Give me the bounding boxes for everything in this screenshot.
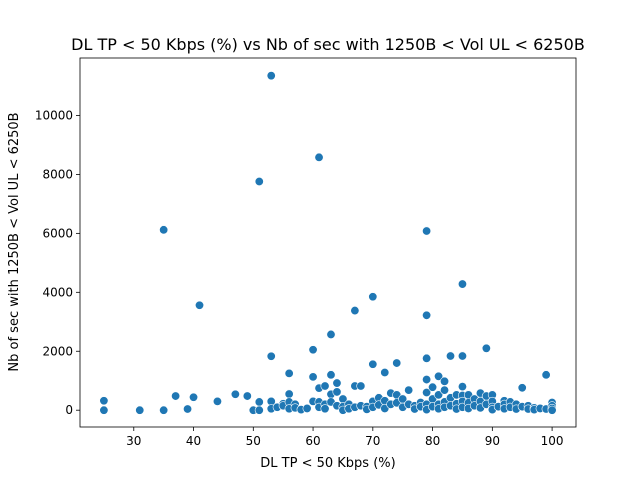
x-axis: 30 40 50 60 70 80 90 100 xyxy=(126,427,564,448)
data-point xyxy=(332,378,342,388)
data-point xyxy=(308,372,318,382)
data-point xyxy=(266,351,276,361)
data-point xyxy=(356,381,366,391)
data-point xyxy=(332,387,342,397)
data-point xyxy=(422,353,432,363)
data-point xyxy=(481,343,491,353)
data-point xyxy=(320,404,330,414)
data-point xyxy=(171,391,181,401)
y-axis-label: Nb of sec with 1250B < Vol UL < 6250B xyxy=(7,112,22,371)
data-point xyxy=(254,405,264,415)
data-point xyxy=(422,310,432,320)
y-tick-label: 2000 xyxy=(42,344,73,358)
chart-title: DL TP < 50 Kbps (%) vs Nb of sec with 12… xyxy=(71,35,585,54)
data-point xyxy=(380,367,390,377)
data-point xyxy=(422,375,432,385)
data-point xyxy=(314,152,324,162)
data-point xyxy=(320,381,330,391)
data-point xyxy=(212,396,222,406)
data-point xyxy=(457,279,467,289)
data-point xyxy=(195,300,205,310)
data-point xyxy=(422,226,432,236)
data-point xyxy=(189,392,199,402)
data-point xyxy=(446,351,456,361)
x-tick-label: 100 xyxy=(541,434,564,448)
data-point xyxy=(428,382,438,392)
x-tick-label: 30 xyxy=(126,434,141,448)
data-point xyxy=(266,71,276,81)
data-point xyxy=(368,292,378,302)
y-tick-label: 8000 xyxy=(42,167,73,181)
data-point xyxy=(159,405,169,415)
data-point xyxy=(135,405,145,415)
data-point xyxy=(434,390,444,400)
data-point xyxy=(517,383,527,393)
data-point xyxy=(440,385,450,395)
x-tick-label: 40 xyxy=(186,434,201,448)
x-tick-label: 90 xyxy=(485,434,500,448)
data-point xyxy=(404,385,414,395)
x-tick-label: 80 xyxy=(425,434,440,448)
data-point xyxy=(99,405,109,415)
data-point xyxy=(326,370,336,380)
data-point xyxy=(284,368,294,378)
y-tick-label: 0 xyxy=(65,403,73,417)
x-tick-label: 70 xyxy=(365,434,380,448)
x-axis-label: DL TP < 50 Kbps (%) xyxy=(260,456,395,471)
data-point xyxy=(254,176,264,186)
data-point xyxy=(326,329,336,339)
data-point xyxy=(440,376,450,386)
y-tick-label: 4000 xyxy=(42,285,73,299)
data-point xyxy=(350,306,360,316)
data-point xyxy=(392,358,402,368)
data-point xyxy=(183,404,193,414)
data-point xyxy=(230,389,240,399)
data-point xyxy=(457,351,467,361)
x-tick-label: 60 xyxy=(305,434,320,448)
data-point xyxy=(422,388,432,398)
plot-area xyxy=(79,57,577,428)
data-point xyxy=(242,391,252,401)
data-point xyxy=(284,389,294,399)
data-point xyxy=(541,370,551,380)
data-point xyxy=(368,359,378,369)
y-tick-label: 10000 xyxy=(35,108,73,122)
data-point xyxy=(434,371,444,381)
data-point xyxy=(457,382,467,392)
y-tick-label: 6000 xyxy=(42,226,73,240)
data-point xyxy=(547,405,557,415)
data-point xyxy=(254,397,264,407)
data-point xyxy=(159,225,169,235)
data-point xyxy=(302,403,312,413)
data-points xyxy=(99,71,557,415)
x-tick-label: 50 xyxy=(246,434,261,448)
data-point xyxy=(99,396,109,406)
data-point xyxy=(308,345,318,355)
y-axis: 0 2000 4000 6000 8000 10000 xyxy=(35,108,80,417)
